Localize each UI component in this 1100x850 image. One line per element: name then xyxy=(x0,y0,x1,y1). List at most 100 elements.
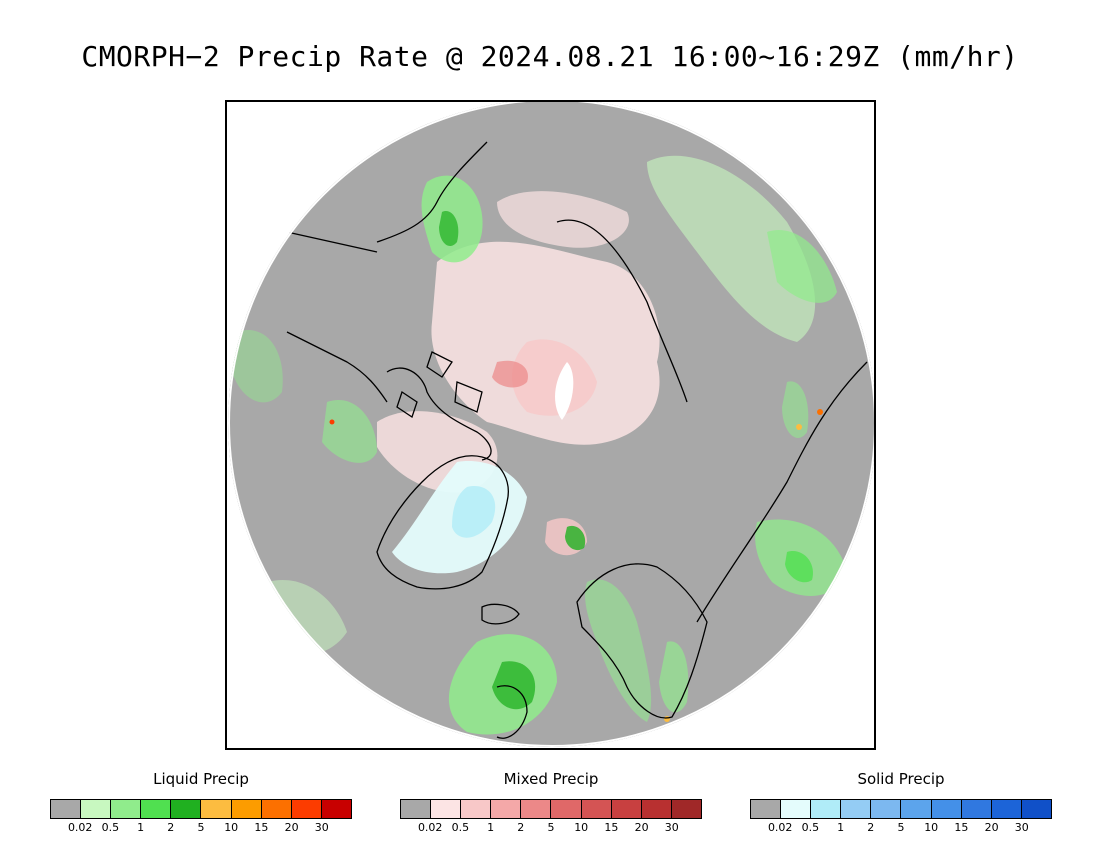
color-swatch xyxy=(961,800,992,818)
island-coast xyxy=(426,351,453,378)
color-swatch xyxy=(321,800,351,818)
tick-label: 1 xyxy=(487,821,495,834)
tick-label: 0.02 xyxy=(767,821,793,834)
color-swatch xyxy=(491,800,522,818)
island-coast xyxy=(396,390,418,419)
tick-label: 2 xyxy=(167,821,175,834)
tick-label: 1 xyxy=(137,821,145,834)
color-swatch xyxy=(171,800,202,818)
british-isles-coast xyxy=(496,685,528,739)
color-swatch xyxy=(751,800,782,818)
tick-label: 20 xyxy=(634,821,649,834)
liquid-precip-patch xyxy=(659,641,689,713)
mixed-precip-patch xyxy=(492,360,528,388)
mixed-precip-patch xyxy=(512,339,597,416)
tick-label: 1 xyxy=(837,821,845,834)
color-swatch xyxy=(671,800,701,818)
heavy-precip-cell xyxy=(329,419,335,425)
color-swatch xyxy=(931,800,962,818)
color-swatch xyxy=(521,800,552,818)
tick-label: 15 xyxy=(604,821,619,834)
legend-title: Liquid Precip xyxy=(153,770,249,788)
color-swatch xyxy=(261,800,292,818)
precip-field xyxy=(228,102,874,747)
liquid-precip-patch xyxy=(565,525,586,551)
tick-label: 0.02 xyxy=(67,821,93,834)
color-swatch xyxy=(641,800,672,818)
color-swatch xyxy=(431,800,462,818)
liquid-precip-patch xyxy=(232,330,283,403)
tick-label: 0.02 xyxy=(417,821,443,834)
color-swatch xyxy=(871,800,902,818)
heavy-precip-cell xyxy=(796,424,802,430)
color-swatch xyxy=(901,800,932,818)
color-swatch xyxy=(141,800,172,818)
tick-label: 2 xyxy=(517,821,525,834)
color-swatch xyxy=(201,800,232,818)
tick-label: 30 xyxy=(1014,821,1029,834)
legend-solid: Solid Precip 0.02 0.5 1 2 5 10 15 20 30 xyxy=(750,770,1052,835)
color-swatch xyxy=(551,800,582,818)
liquid-precip-patch xyxy=(767,230,837,303)
russia-coast xyxy=(696,361,868,623)
legend-title: Solid Precip xyxy=(857,770,945,788)
coastlines xyxy=(286,141,868,739)
tick-label: 0.5 xyxy=(451,821,470,834)
greenland-coast xyxy=(376,455,509,590)
color-swatch xyxy=(841,800,872,818)
solid-precip-patch xyxy=(452,486,496,538)
color-swatch xyxy=(1021,800,1051,818)
island-coast xyxy=(454,381,483,413)
tick-labels: 0.02 0.5 1 2 5 10 15 20 30 xyxy=(750,821,1052,835)
alaska-coast xyxy=(376,141,488,243)
color-bar xyxy=(400,799,702,819)
tick-label: 15 xyxy=(254,821,269,834)
canadian-archipelago-coast xyxy=(386,367,492,461)
color-bar xyxy=(750,799,1052,819)
liquid-precip-patch xyxy=(439,211,459,247)
heavy-precip-cell xyxy=(817,409,823,415)
no-data-patch xyxy=(555,362,574,420)
color-swatch xyxy=(611,800,642,818)
tick-label: 30 xyxy=(314,821,329,834)
color-swatch xyxy=(111,800,142,818)
tick-label: 10 xyxy=(224,821,239,834)
color-swatch xyxy=(581,800,612,818)
alaska-border xyxy=(286,231,378,253)
liquid-precip-patch xyxy=(585,579,652,722)
color-swatch xyxy=(781,800,812,818)
color-swatch xyxy=(291,800,322,818)
color-bar xyxy=(50,799,352,819)
mixed-precip-patch xyxy=(497,191,629,248)
tick-label: 5 xyxy=(897,821,905,834)
scandinavia-coast xyxy=(576,563,708,719)
tick-labels: 0.02 0.5 1 2 5 10 15 20 30 xyxy=(400,821,702,835)
color-swatch xyxy=(461,800,492,818)
liquid-precip-patch xyxy=(782,381,809,438)
color-swatch xyxy=(51,800,82,818)
tick-label: 2 xyxy=(867,821,875,834)
tick-label: 10 xyxy=(924,821,939,834)
tick-label: 10 xyxy=(574,821,589,834)
legend-liquid: Liquid Precip 0.02 0.5 1 2 5 10 15 20 30 xyxy=(50,770,352,835)
tick-label: 5 xyxy=(547,821,555,834)
siberia-coast xyxy=(556,219,688,403)
hudson-bay-coast xyxy=(286,331,388,403)
color-swatch xyxy=(991,800,1022,818)
tick-labels: 0.02 0.5 1 2 5 10 15 20 30 xyxy=(50,821,352,835)
tick-label: 0.5 xyxy=(101,821,120,834)
liquid-precip-patch xyxy=(647,155,816,342)
heavy-precip-cell xyxy=(664,716,670,722)
legend-title: Mixed Precip xyxy=(503,770,599,788)
liquid-precip-patch xyxy=(322,400,377,463)
tick-label: 5 xyxy=(197,821,205,834)
tick-label: 20 xyxy=(284,821,299,834)
color-swatch xyxy=(811,800,842,818)
tick-label: 30 xyxy=(664,821,679,834)
liquid-precip-patch xyxy=(785,551,813,583)
tick-label: 20 xyxy=(984,821,999,834)
color-swatch xyxy=(231,800,262,818)
legend-mixed: Mixed Precip 0.02 0.5 1 2 5 10 15 20 30 xyxy=(400,770,702,835)
color-swatch xyxy=(401,800,432,818)
tick-label: 15 xyxy=(954,821,969,834)
